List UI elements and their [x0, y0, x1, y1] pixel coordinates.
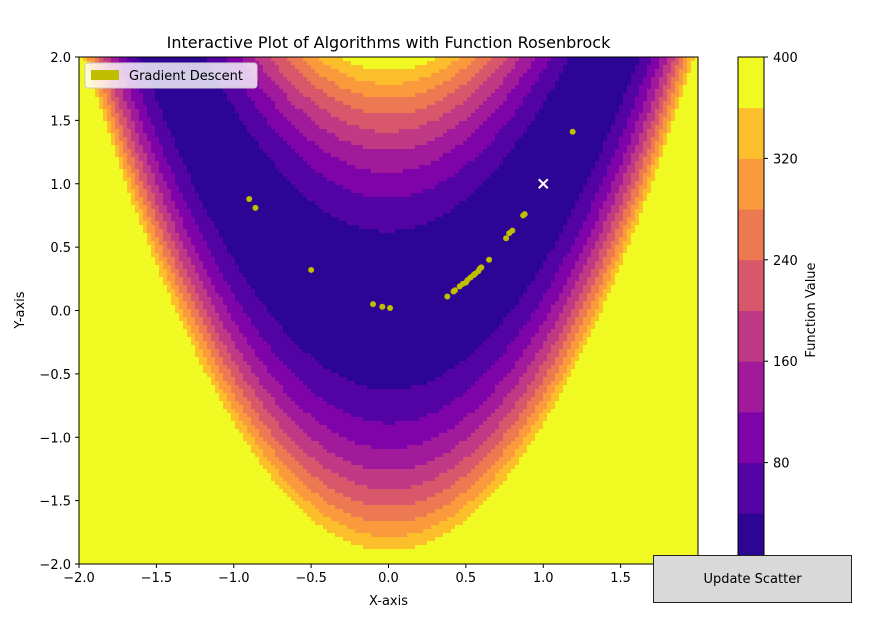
colorbar-tick-label: 320	[773, 152, 798, 167]
x-tick-label: 1.5	[610, 571, 631, 586]
colorbar	[738, 57, 764, 565]
scatter-point	[509, 227, 516, 234]
colorbar-tick-label: 400	[773, 51, 798, 66]
y-tick-label: −2.0	[39, 558, 71, 573]
x-tick-label: −0.5	[295, 571, 327, 586]
scatter-point	[503, 235, 510, 242]
y-axis-ticks: −2.0 −1.5 −1.0 −0.5 0.0 0.5 1.0 1.5 2.0	[39, 51, 79, 573]
scatter-point	[478, 264, 485, 271]
colorbar-band	[738, 209, 764, 261]
x-tick-label: 0.5	[456, 571, 477, 586]
contour-fill	[79, 57, 698, 564]
y-tick-label: 1.0	[50, 178, 71, 193]
y-axis-label: Y-axis	[13, 291, 28, 329]
y-tick-label: 1.5	[50, 114, 71, 129]
legend-box	[84, 62, 258, 89]
chart-title: Interactive Plot of Algorithms with Func…	[167, 33, 611, 52]
colorbar-band	[738, 57, 764, 109]
colorbar-label: Function Value	[804, 262, 819, 357]
scatter-point	[486, 256, 493, 263]
scatter-point	[444, 293, 451, 300]
colorbar-ticks: 80 160 240 320 400	[764, 51, 798, 565]
colorbar-band	[738, 411, 764, 464]
colorbar-band	[738, 462, 764, 514]
y-tick-label: −1.0	[39, 431, 71, 446]
y-tick-label: 2.0	[50, 51, 71, 66]
x-tick-label: −1.5	[141, 571, 173, 586]
scatter-point	[387, 304, 394, 311]
scatter-point	[246, 195, 253, 202]
colorbar-band	[738, 107, 764, 159]
scatter-point	[379, 303, 386, 310]
colorbar-band	[738, 361, 764, 413]
colorbar-band	[738, 259, 764, 311]
x-tick-label: 0.0	[378, 571, 399, 586]
update-scatter-button[interactable]: Update Scatter	[653, 555, 852, 603]
colorbar-tick-label: 240	[773, 254, 798, 269]
scatter-point	[452, 287, 459, 294]
scatter-point	[308, 266, 315, 273]
optimum-marker	[538, 178, 549, 189]
legend: Gradient Descent	[84, 62, 258, 89]
optimum-x-stroke	[538, 178, 549, 189]
y-tick-label: 0.5	[50, 241, 71, 256]
y-tick-label: 0.0	[50, 305, 71, 320]
scatter-point	[569, 128, 576, 135]
x-axis-ticks: −2.0−1.5−1.0−0.50.00.51.01.52.0	[63, 564, 708, 586]
colorbar-tick-label: 80	[773, 457, 790, 472]
scatter-point	[252, 204, 259, 211]
y-tick-label: −1.5	[39, 495, 71, 510]
colorbar-band	[738, 158, 764, 210]
scatter-point	[370, 301, 377, 308]
scatter-points	[246, 128, 576, 311]
legend-swatch	[91, 70, 119, 80]
x-tick-label: 1.0	[533, 571, 554, 586]
scatter-point	[521, 211, 528, 218]
colorbar-tick-label: 160	[773, 355, 798, 370]
legend-label: Gradient Descent	[129, 69, 243, 84]
x-tick-label: −1.0	[218, 571, 250, 586]
colorbar-band	[738, 310, 764, 362]
x-axis-label: X-axis	[369, 594, 408, 609]
x-tick-label: −2.0	[63, 571, 95, 586]
y-tick-label: −0.5	[39, 368, 71, 383]
